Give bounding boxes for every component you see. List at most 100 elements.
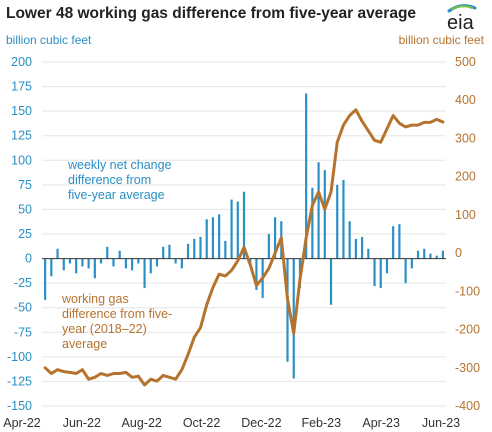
bar [162, 246, 165, 259]
bar [398, 224, 401, 259]
bar [361, 236, 364, 259]
x-tick-label: Apr-23 [362, 416, 400, 430]
right-axis-ticks: -400 -300 -200 -100 0 100 200 300 400 500 [455, 55, 480, 413]
annotation-weekly-change: weekly net change difference from five-y… [68, 158, 172, 202]
bar [311, 187, 314, 259]
left-tick-label: 150 [11, 104, 32, 118]
bar [112, 258, 115, 267]
left-tick-label: 0 [25, 252, 32, 266]
right-tick-label: 200 [455, 170, 476, 184]
bar [441, 250, 444, 259]
chart-title: Lower 48 working gas difference from fiv… [6, 5, 417, 22]
bar [348, 221, 351, 259]
right-tick-label: 300 [455, 131, 476, 145]
bar [87, 258, 90, 269]
x-tick-label: Jun-23 [422, 416, 460, 430]
svg-text:eia: eia [447, 12, 475, 32]
bar [75, 258, 78, 274]
right-tick-label: -200 [455, 323, 480, 337]
right-tick-label: 0 [455, 246, 462, 260]
bar [435, 255, 438, 259]
bar [199, 236, 202, 259]
gridlines [42, 61, 446, 407]
right-axis-unit: billion cubic feet [398, 33, 484, 47]
bar [286, 258, 289, 362]
bar [305, 93, 308, 259]
bar [62, 258, 65, 271]
bar [385, 258, 389, 274]
bar [342, 179, 345, 259]
left-tick-label: -50 [14, 301, 32, 315]
bar [379, 258, 382, 289]
bar [267, 234, 270, 259]
bar [410, 258, 413, 269]
bar [168, 244, 171, 259]
bar [404, 258, 407, 284]
bar [323, 170, 326, 259]
right-tick-label: -300 [455, 361, 480, 375]
left-tick-label: -25 [14, 276, 32, 290]
right-tick-label: 500 [455, 55, 476, 69]
bar [392, 226, 395, 259]
x-tick-label: Jun-22 [63, 416, 101, 430]
bar [292, 258, 295, 379]
bar [429, 253, 432, 259]
left-axis-ticks: -150 -125 -100 -75 -50 -25 0 25 50 75 100 125 150 175… [7, 55, 32, 413]
bar [106, 246, 109, 259]
x-tick-label: Oct-22 [183, 416, 221, 430]
right-tick-label: 400 [455, 93, 476, 107]
bar [423, 248, 426, 259]
x-axis-ticks: Apr-22 Jun-22 Aug-22 Oct-22 Dec-22 Feb-23 Apr-… [3, 416, 460, 430]
bar [81, 258, 84, 267]
bar [230, 199, 233, 259]
bar [118, 250, 121, 259]
annotation-working-gas: working gas difference from five- year (… [62, 292, 173, 351]
bar [255, 258, 258, 291]
bar [131, 258, 134, 271]
bar [242, 191, 246, 259]
right-tick-label: -100 [455, 284, 480, 298]
bar [93, 258, 96, 279]
bar [224, 240, 227, 259]
bar [56, 248, 59, 259]
left-tick-label: 200 [11, 55, 32, 69]
bar [329, 258, 333, 305]
left-tick-label: 50 [18, 202, 32, 216]
bar [193, 238, 196, 259]
bar [317, 162, 320, 259]
bar [205, 219, 208, 259]
left-tick-label: 125 [11, 129, 32, 143]
bar [186, 243, 190, 259]
x-tick-label: Aug-22 [122, 416, 162, 430]
x-tick-label: Dec-22 [241, 416, 281, 430]
bar [373, 258, 376, 287]
left-axis-unit: billion cubic feet [6, 33, 92, 47]
bar [44, 258, 47, 300]
bar [273, 217, 277, 259]
bar [137, 258, 140, 264]
x-tick-label: Apr-22 [3, 416, 41, 430]
bar [124, 258, 127, 269]
left-tick-label: 100 [11, 153, 32, 167]
bar [99, 258, 103, 264]
left-tick-label: 175 [11, 80, 32, 94]
bar [149, 258, 152, 274]
right-tick-label: -400 [455, 399, 480, 413]
left-tick-label: -125 [7, 374, 32, 388]
bar [336, 184, 339, 259]
left-tick-label: -75 [14, 325, 32, 339]
left-tick-label: -150 [7, 399, 32, 413]
bar [68, 258, 72, 264]
bar [218, 214, 221, 259]
left-tick-label: 75 [18, 178, 32, 192]
bar [180, 258, 183, 269]
bar [236, 201, 239, 259]
bar [416, 250, 420, 259]
bar [143, 258, 146, 289]
bar [155, 258, 159, 267]
eia-logo: eia [447, 4, 477, 32]
weekly-change-bars [44, 93, 444, 379]
working-gas-line [43, 108, 445, 387]
x-tick-label: Feb-23 [301, 416, 341, 430]
bar [174, 258, 177, 264]
